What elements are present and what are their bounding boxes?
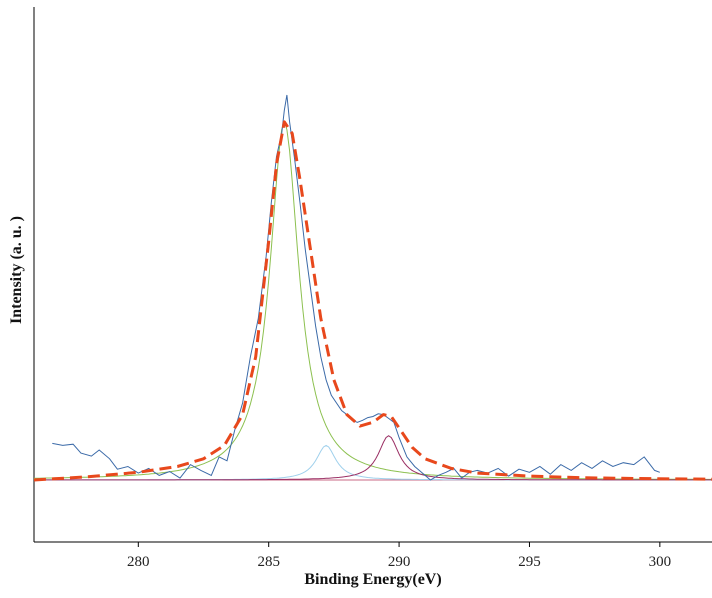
fit-peak3-line — [34, 435, 712, 481]
fit-peaks-layer — [34, 120, 712, 481]
x-tick-label-280: 280 — [127, 554, 150, 570]
x-tick-label-290: 290 — [388, 554, 411, 570]
x-tick-label-295: 295 — [518, 554, 541, 570]
axes — [33, 7, 712, 543]
fit-peak1-line — [34, 120, 712, 480]
envelope-line — [33, 120, 712, 482]
envelope-layer — [33, 120, 712, 482]
x-ticks: 280 285 290 295 300 — [127, 542, 671, 570]
raw-line — [52, 94, 660, 481]
x-tick-label-300: 300 — [649, 554, 672, 570]
x-axis-title: Binding Energy(eV) — [304, 571, 441, 588]
raw-data-layer — [52, 94, 660, 481]
y-axis-title: Intensity (a. u. ) — [8, 216, 25, 324]
x-tick-label-285: 285 — [257, 554, 280, 570]
